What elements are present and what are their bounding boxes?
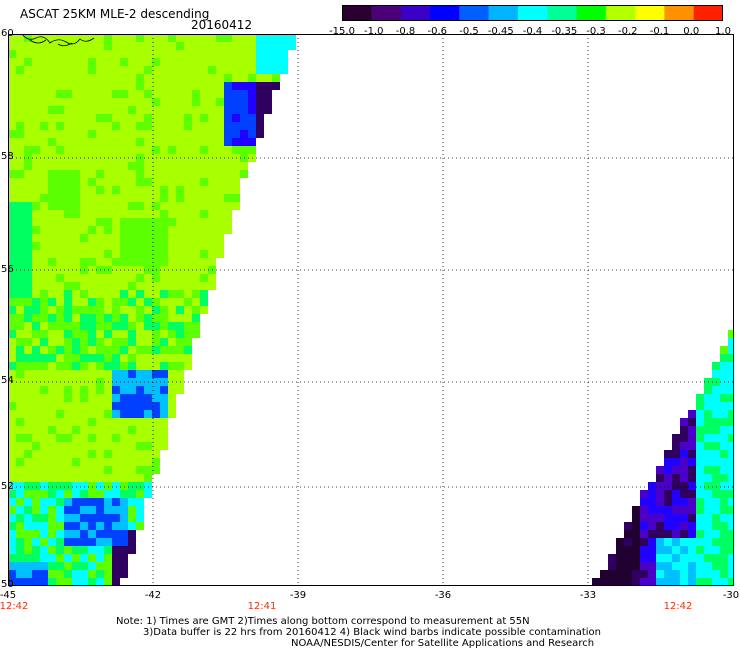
lon-label-minus39: -39 [289,590,307,601]
colorbar-swatch [635,5,665,21]
time-label-left: 12:42 [0,601,29,612]
lon-label-minus45: -45 [0,590,17,601]
lon-label-minus30: -30 [722,590,740,601]
time-label-right: 12:42 [663,601,693,612]
figure-date: 20160412 [191,18,253,32]
colorbar-tick-label: -15.0 [329,26,355,37]
colorbar-tick-label: -0.8 [395,26,416,37]
lat-label-58: 58 [1,151,14,162]
lon-label-minus33: -33 [579,590,597,601]
colorbar-tick-label: -0.4 [522,26,543,37]
colorbar-swatch [547,5,577,21]
colorbar-tick-label: -0.45 [487,26,514,37]
colorbar-swatch [429,5,460,21]
colorbar-swatch [488,5,519,21]
colorbar-tick-label: -0.3 [586,26,606,37]
lat-label-54: 54 [1,375,14,386]
colorbar-tick-label: -1.0 [363,26,384,37]
scatterometer-swaths [8,34,734,586]
colorbar-tick-label: -0.5 [459,26,479,37]
map-plot-area [8,34,734,586]
colorbar-swatch [517,5,548,21]
note-line-3: NOAA/NESDIS/Center for Satellite Applica… [291,638,595,649]
time-label-middle: 12:41 [247,601,277,612]
colorbar-tick-label: 0.0 [683,26,700,37]
colorbar-tick-label: -0.1 [649,26,670,37]
lon-label-minus42: -42 [144,590,162,601]
lon-label-minus36: -36 [434,590,452,601]
coastline-greenland [21,34,95,47]
colorbar-swatch [371,5,402,21]
colorbar-frame [342,5,723,21]
colorbar-swatch [664,5,695,21]
colorbar-tick-label: -0.2 [617,26,638,37]
lat-label-60: 60 [1,28,14,39]
colorbar-swatch [342,5,372,21]
colorbar-tick-label: 1.0 [715,26,731,37]
note-line-1: Note: 1) Times are GMT 2)Times along bot… [116,616,530,627]
colorbar-swatch [576,5,607,21]
lat-label-56: 56 [1,264,14,275]
note-line-2: 3)Data buffer is 22 hrs from 20160412 4)… [143,627,601,638]
lat-label-50: 50 [1,579,14,590]
colorbar-swatch [693,5,723,21]
colorbar-tick-label: -0.6 [427,26,448,37]
colorbar-swatch [605,5,636,21]
figure-title: ASCAT 25KM MLE-2 descending [20,7,210,21]
colorbar-swatch [400,5,431,21]
colorbar-tick-label: -0.35 [551,26,578,37]
lat-label-52: 52 [1,481,14,492]
graticule-gridlines [8,34,734,586]
colorbar [342,5,723,21]
colorbar-swatch [459,5,490,21]
